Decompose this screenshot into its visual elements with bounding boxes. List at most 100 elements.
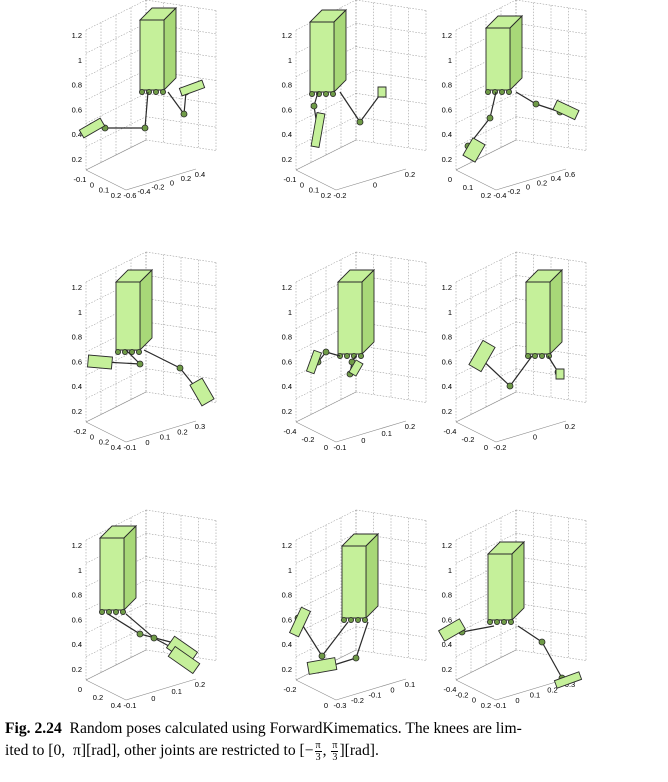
axis-floor-edge [455,649,517,681]
z-tick-label: 1.2 [72,31,82,40]
leg-link [339,91,361,123]
axis-floor-edge [85,391,147,423]
grid-line [85,626,147,657]
joint-marker [310,102,318,110]
torso-side [139,268,153,352]
z-tick-label: 0.2 [72,407,82,416]
plot-panel-3: 1.210.80.60.40.200.10.2 -0.4 -0.2 0 0.2 0.4 0.… [442,0,587,200]
grid-line [455,298,517,329]
caption-text-1: Random poses calculated using ForwardKim… [69,720,522,737]
torso-side [163,6,177,92]
leg-link [125,613,155,639]
z-tick-label: 1 [78,56,82,65]
joint-marker [539,353,546,360]
axis-floor-edge [335,420,407,443]
leg-link [515,91,537,105]
z-tick-label: 1.2 [282,283,292,292]
leg-link [517,625,543,643]
y-tick-label: 0.1 [381,429,391,438]
joint-marker [136,630,144,638]
leg-link [183,91,187,115]
grid-line [295,533,357,564]
torso-front [139,19,165,91]
plot-panel-1: 1.210.80.60.40.2-0.100.10.2 -0.6 -0.4 -0.2 0… [72,0,217,200]
z-tick-label: 0.8 [442,333,452,342]
joint-marker [532,100,540,108]
robot-pose [305,268,376,378]
axis-floor-edge [295,679,337,701]
x-tick-label: 0.1 [99,186,109,195]
x-tick-label: -0.4 [444,427,457,436]
joint-marker [318,652,326,660]
plot-panel-6: 1.2 1 0.8 0.6 0.4 0.2 -0.4 -0.2 0 -0.2 0 0.2 [442,251,587,452]
grid-line [295,626,357,657]
z-tick-label: 1.2 [442,541,452,550]
joint-marker [153,89,160,96]
z-tick-label: 0.6 [442,357,452,366]
caption-text-2c: ][rad]. [339,742,379,760]
leg-link [489,91,497,119]
joint-marker [139,89,146,96]
y-tick-label: 0 [145,438,149,447]
y-tick-label: -0.3 [334,701,347,710]
z-tick-label: 0.8 [282,81,292,90]
joint-marker [180,110,188,118]
joint-marker [485,89,492,96]
plot-panel-5: 1.2 1 0.8 0.6 0.4 0.2 -0.4 -0.2 0 -0.1 0 0.1 0.2 [282,251,427,452]
grid-line [455,368,517,399]
z-tick-label: 0.8 [282,591,292,600]
joint-marker [499,89,506,96]
y-tick-label: 0.6 [565,170,575,179]
grid-line [295,556,357,587]
torso-side [511,540,525,622]
caption-text-2b: ][rad], other joints are restricted to [ [80,742,305,760]
axis-floor-edge [335,168,407,191]
robot-pose [437,540,583,689]
joint-marker [358,353,365,360]
axis-floor-edge [455,169,497,191]
z-tick-label: 1 [448,308,452,317]
z-tick-label: 1.2 [442,283,452,292]
z-tick-label: 0.4 [72,640,82,649]
axis-floor-edge [295,421,337,443]
y-tick-label: 0.3 [565,680,575,689]
y-tick-label: 0.4 [195,170,205,179]
y-tick-label: 0 [533,433,537,442]
figure-panels: 1.210.80.60.40.2-0.100.10.2 -0.6 -0.4 -0.2 0… [72,0,587,710]
leg-link [107,613,141,635]
axis-floor-edge [455,679,497,701]
z-tick-label: 0.6 [72,105,82,114]
foot [305,349,323,375]
z-tick-label: 0.8 [442,591,452,600]
z-tick-label: 0.4 [282,130,292,139]
torso-front [525,281,551,355]
y-tick-label: 0.1 [160,433,170,442]
z-tick-label: 1.2 [442,31,452,40]
y-tick-label: -0.2 [508,187,521,196]
foot-plate [377,86,387,98]
x-tick-label: 0 [300,180,304,189]
foot [78,117,106,139]
grid-line [295,116,357,147]
leg-link [143,349,181,369]
y-tick-label: 0.2 [565,422,575,431]
leg-link [321,621,349,657]
joint-marker [506,382,514,390]
axis-floor-edge [85,679,127,701]
torso-side [509,14,523,92]
foot [555,368,565,380]
x-tick-label: -0.2 [462,435,475,444]
joint-marker [141,124,149,132]
y-tick-label: 0.3 [195,422,205,431]
joint-marker [525,353,532,360]
x-tick-label: -0.2 [284,685,297,694]
fraction-numerator: π [314,740,322,752]
axis-floor-edge [335,678,407,701]
z-tick-label: 1 [448,566,452,575]
joint-marker [136,349,143,356]
axis-floor-edge [455,139,517,171]
y-tick-label: -0.2 [334,191,347,200]
robot-pose [308,8,387,148]
y-tick-label: 0.2 [537,178,547,187]
